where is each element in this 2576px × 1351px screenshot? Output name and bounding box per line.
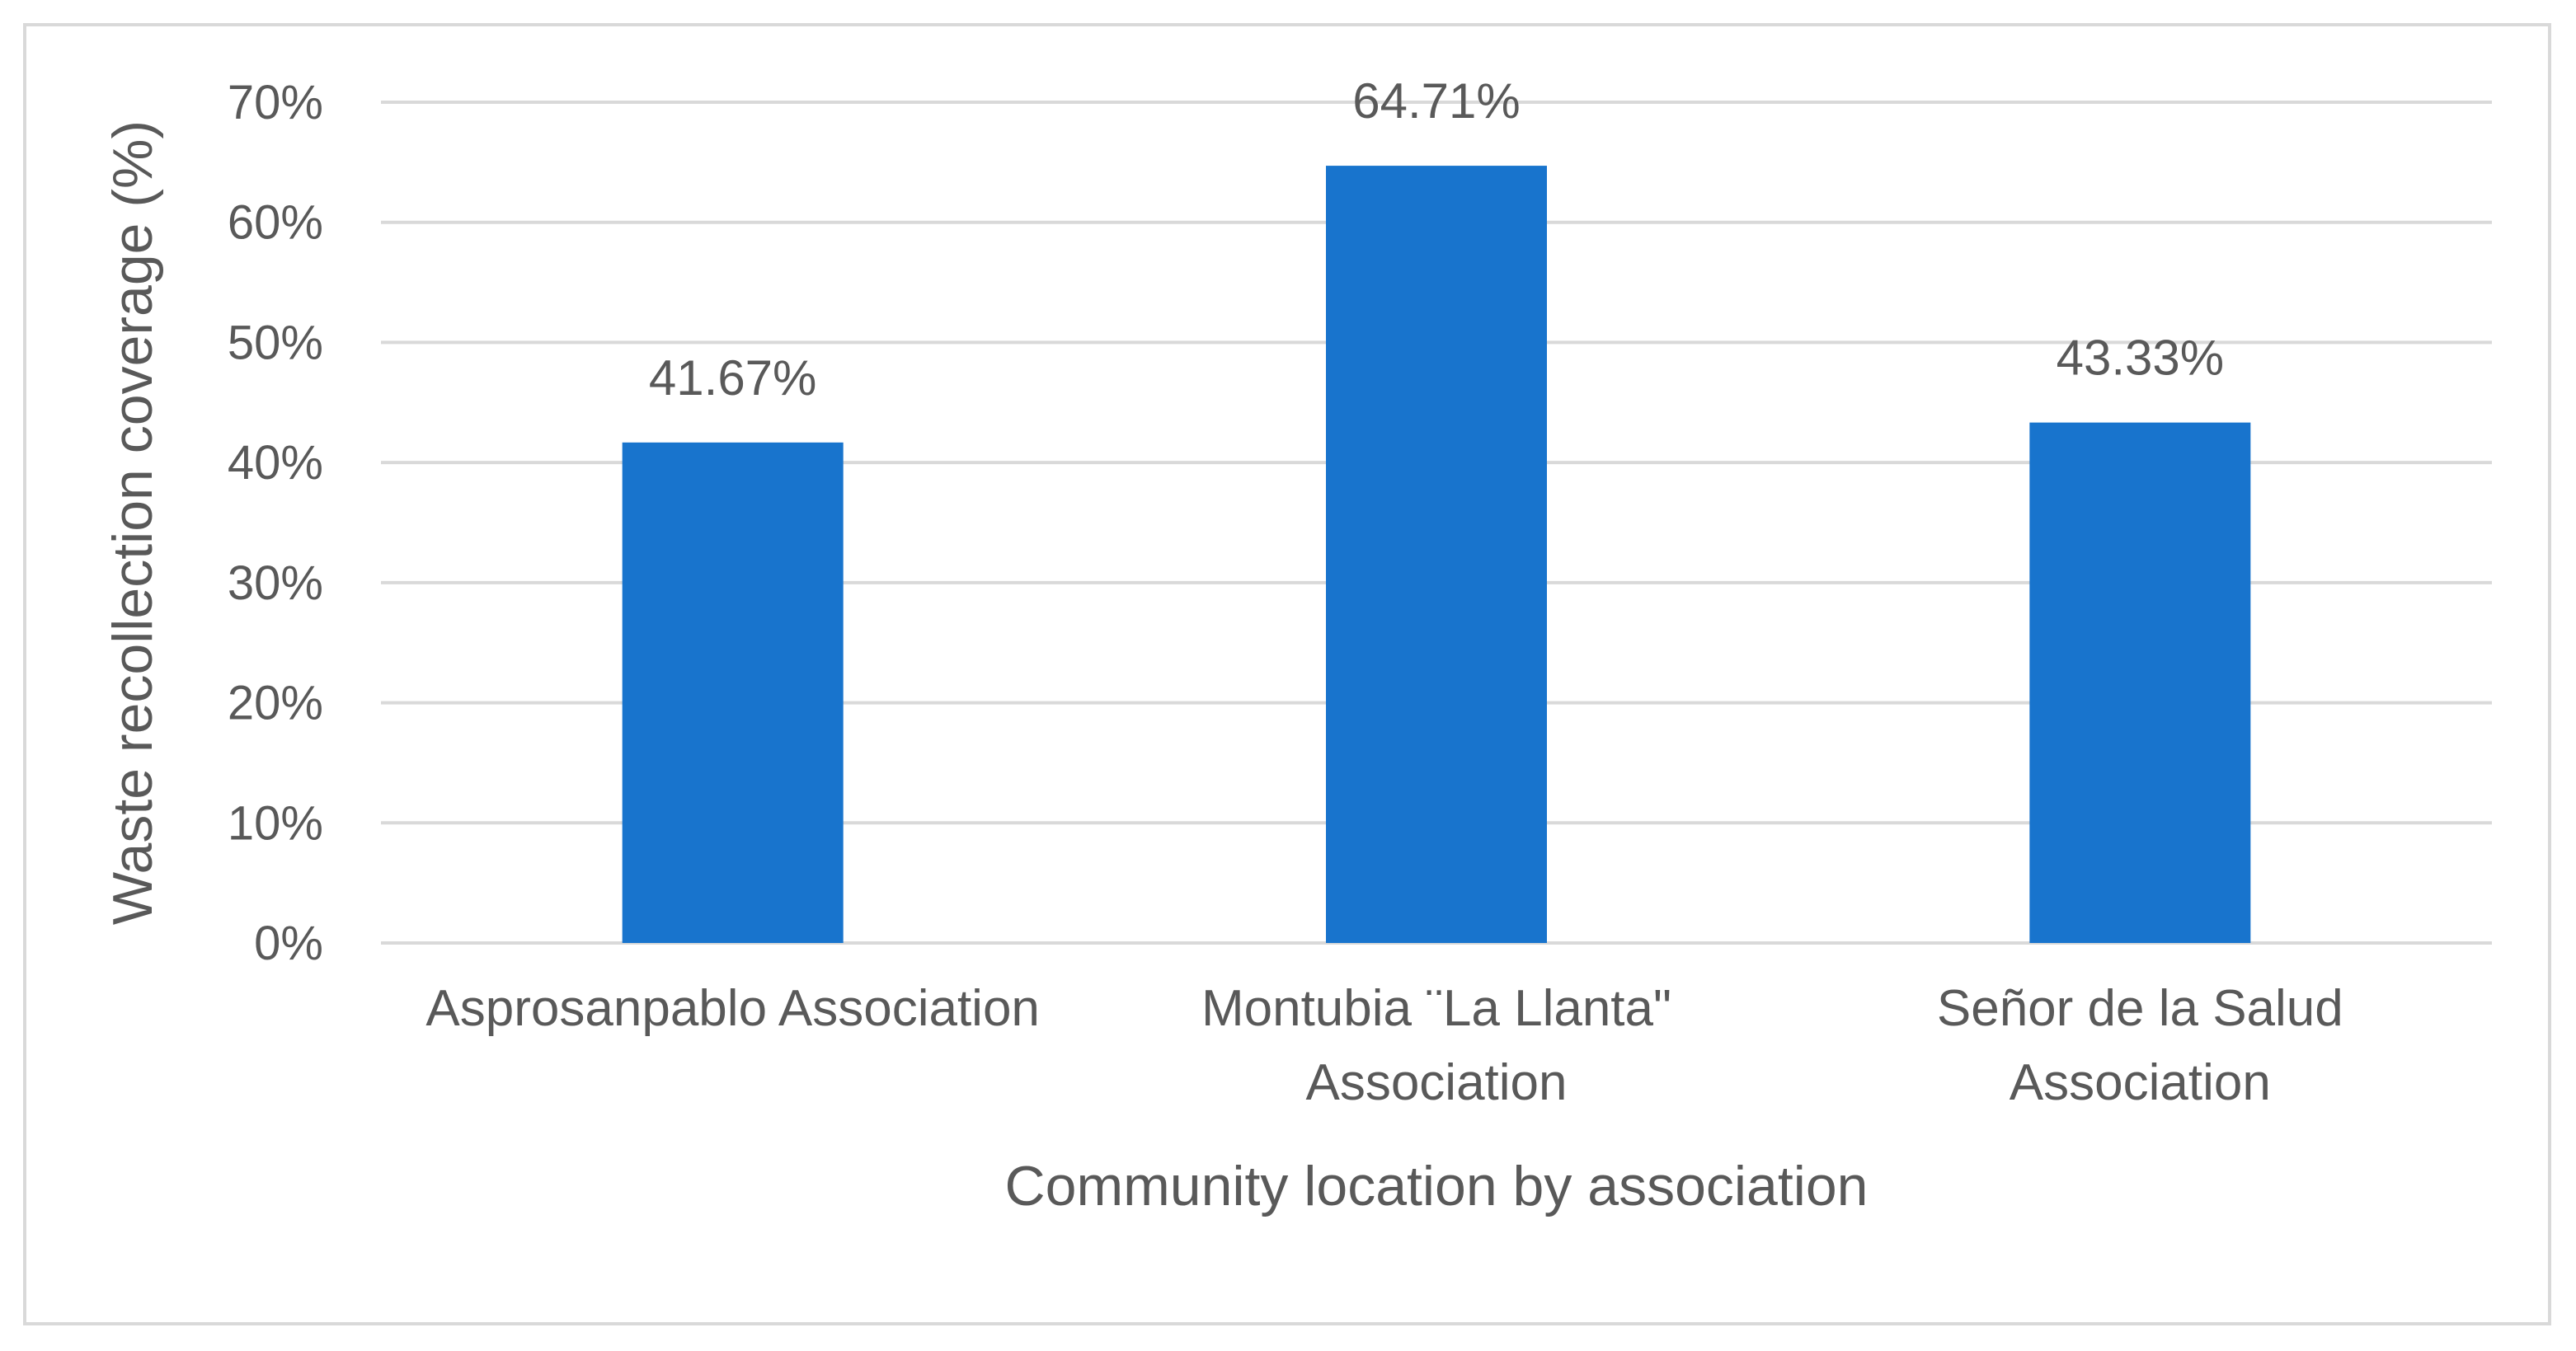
data-label: 43.33%	[2057, 331, 2225, 386]
bars	[622, 166, 2251, 943]
category-labels: Asprosanpablo Association Montubia ¨La Ll…	[425, 980, 2343, 1111]
category-label: Association	[2010, 1054, 2271, 1111]
y-tick-label: 70%	[228, 76, 323, 129]
data-labels: 41.67% 64.71% 43.33%	[649, 73, 2224, 406]
y-tick-label: 30%	[228, 556, 323, 610]
category-label: Señor de la Salud	[1937, 980, 2343, 1037]
bar-chart: 0% 10% 20% 30% 40% 50% 60% 70% 41.67% 64.71% 43.3…	[101, 73, 2492, 1217]
y-tick-label: 20%	[228, 677, 323, 730]
category-label: Montubia ¨La Llanta"	[1201, 980, 1671, 1037]
category-label: Association	[1305, 1054, 1567, 1111]
data-label: 64.71%	[1352, 73, 1521, 129]
category-label: Asprosanpablo Association	[425, 980, 1039, 1037]
y-tick-label: 50%	[228, 316, 323, 369]
y-tick-label: 40%	[228, 436, 323, 490]
x-axis-title: Community location by association	[1005, 1155, 1869, 1217]
bar	[1326, 166, 1547, 943]
y-tick-labels: 0% 10% 20% 30% 40% 50% 60% 70%	[228, 76, 323, 970]
bar	[2029, 422, 2251, 943]
bar	[622, 442, 844, 943]
chart-frame: 0% 10% 20% 30% 40% 50% 60% 70% 41.67% 64.71% 43.3…	[23, 23, 2551, 1325]
y-tick-label: 10%	[228, 796, 323, 850]
y-tick-label: 60%	[228, 196, 323, 250]
y-tick-label: 0%	[254, 917, 323, 970]
data-label: 41.67%	[649, 350, 817, 406]
y-axis-title: Waste recollection coverage (%)	[101, 120, 164, 925]
